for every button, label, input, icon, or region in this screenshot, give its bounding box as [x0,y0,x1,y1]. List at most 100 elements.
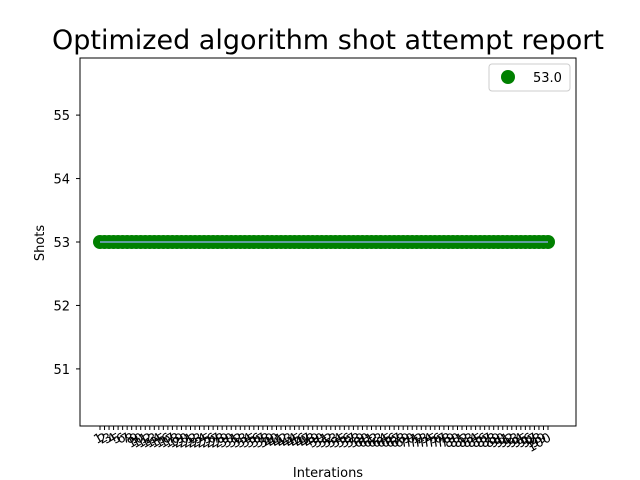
x-tick-label: 41 [265,430,287,451]
x-tick-label: 12 [134,430,156,451]
x-tick-label: 10 [125,430,147,451]
x-tick-label: 48 [297,430,319,451]
x-tick-label: 53 [319,430,341,451]
x-tick-label: 68 [387,430,409,451]
legend-marker [501,70,515,84]
x-tick-label: 22 [179,430,201,451]
x-tick-label: 96 [514,430,536,451]
x-tick-label: 67 [383,430,405,451]
x-tick-label: 75 [419,430,441,451]
x-tick-label: 39 [256,430,278,451]
x-tick-label: 64 [369,430,391,451]
x-tick-label: 94 [505,430,527,451]
x-tick-label: 90 [487,430,509,451]
x-tick-label: 76 [424,430,446,451]
x-tick-label: 72 [405,430,427,451]
x-tick-label: 54 [324,430,346,451]
x-tick-label: 29 [211,430,233,451]
x-tick-label: 70 [396,430,418,451]
x-tick-label: 77 [428,430,450,451]
x-tick-label: 99 [528,430,550,451]
x-tick-label: 88 [478,430,500,451]
x-tick-label: 33 [229,430,251,451]
x-tick-label: 52 [315,430,337,451]
x-tick-label: 79 [437,430,459,451]
x-tick-label: 20 [170,430,192,451]
x-tick-label: 49 [301,430,323,451]
x-tick-label: 55 [329,430,351,451]
x-tick-label: 24 [188,430,210,451]
x-tick-label: 61 [356,430,378,451]
x-tick-label: 36 [243,430,265,451]
x-tick-label: 82 [451,430,473,451]
x-tick-label: 15 [148,430,170,451]
x-tick-label: 97 [519,430,541,451]
x-tick-label: 28 [206,430,228,451]
x-tick-label: 35 [238,430,260,451]
y-tick-label: 54 [53,173,70,188]
x-tick-label: 85 [464,430,486,451]
x-tick-label: 11 [129,430,151,451]
x-tick-label: 84 [460,430,482,451]
legend: 53.0 [488,63,571,92]
x-tick-label: 93 [500,430,522,451]
x-tick-label: 73 [410,430,432,451]
x-tick-label: 74 [415,430,437,451]
x-tick-label: 57 [338,430,360,451]
x-tick-label: 56 [333,430,355,451]
x-tick-label: 59 [347,430,369,451]
x-axis-label: Interations [293,466,363,480]
x-tick-label: 30 [215,430,237,451]
x-tick-label: 13 [138,430,160,451]
x-tick-label: 98 [523,430,545,451]
x-tick-label: 17 [157,430,179,451]
x-tick-label: 58 [342,430,364,451]
x-tick-label: 62 [360,430,382,451]
x-tick-label: 95 [510,430,532,451]
y-tick-label: 52 [53,299,70,314]
x-tick-label: 14 [143,430,165,451]
x-tick-label: 40 [261,430,283,451]
x-tick-label: 45 [283,430,305,451]
x-tick-label: 37 [247,430,269,451]
x-tick-label: 50 [306,430,328,451]
x-tick-label: 83 [455,430,477,451]
x-tick-label: 25 [193,430,215,451]
y-tick-label: 53 [53,236,70,251]
x-tick-label: 43 [274,430,296,451]
x-tick-label: 46 [288,430,310,451]
x-tick-label: 47 [292,430,314,451]
x-tick-label: 80 [442,430,464,451]
chart-title: Optimized algorithm shot attempt report [52,25,604,56]
x-tick-label: 31 [220,430,242,451]
legend-label: 53.0 [533,71,562,86]
x-tick-label: 34 [234,430,256,451]
x-tick-label: 92 [496,430,518,451]
x-tick-label: 51 [310,430,332,451]
plot-area: 5152535455123456789101112131415161718192… [53,57,577,456]
y-axis-label: Shots [33,225,48,262]
x-tick-label: 78 [433,430,455,451]
x-tick-label: 42 [270,430,292,451]
x-tick-label: 19 [166,430,188,451]
x-tick-label: 91 [491,430,513,451]
x-tick-label: 21 [175,430,197,451]
x-tick-label: 66 [378,430,400,451]
x-tick-label: 18 [161,430,183,451]
x-tick-label: 32 [224,430,246,451]
x-tick-label: 27 [202,430,224,451]
x-tick-label: 71 [401,430,423,451]
y-tick-label: 51 [53,363,70,378]
x-tick-label: 23 [184,430,206,451]
x-tick-label: 26 [197,430,219,451]
x-tick-label: 16 [152,430,174,451]
x-tick-label: 69 [392,430,414,451]
x-tick-label: 81 [446,430,468,451]
x-tick-label: 38 [252,430,274,451]
x-tick-label: 87 [473,430,495,451]
x-tick-label: 89 [482,430,504,451]
x-tick-label: 63 [365,430,387,451]
x-tick-label: 65 [374,430,396,451]
